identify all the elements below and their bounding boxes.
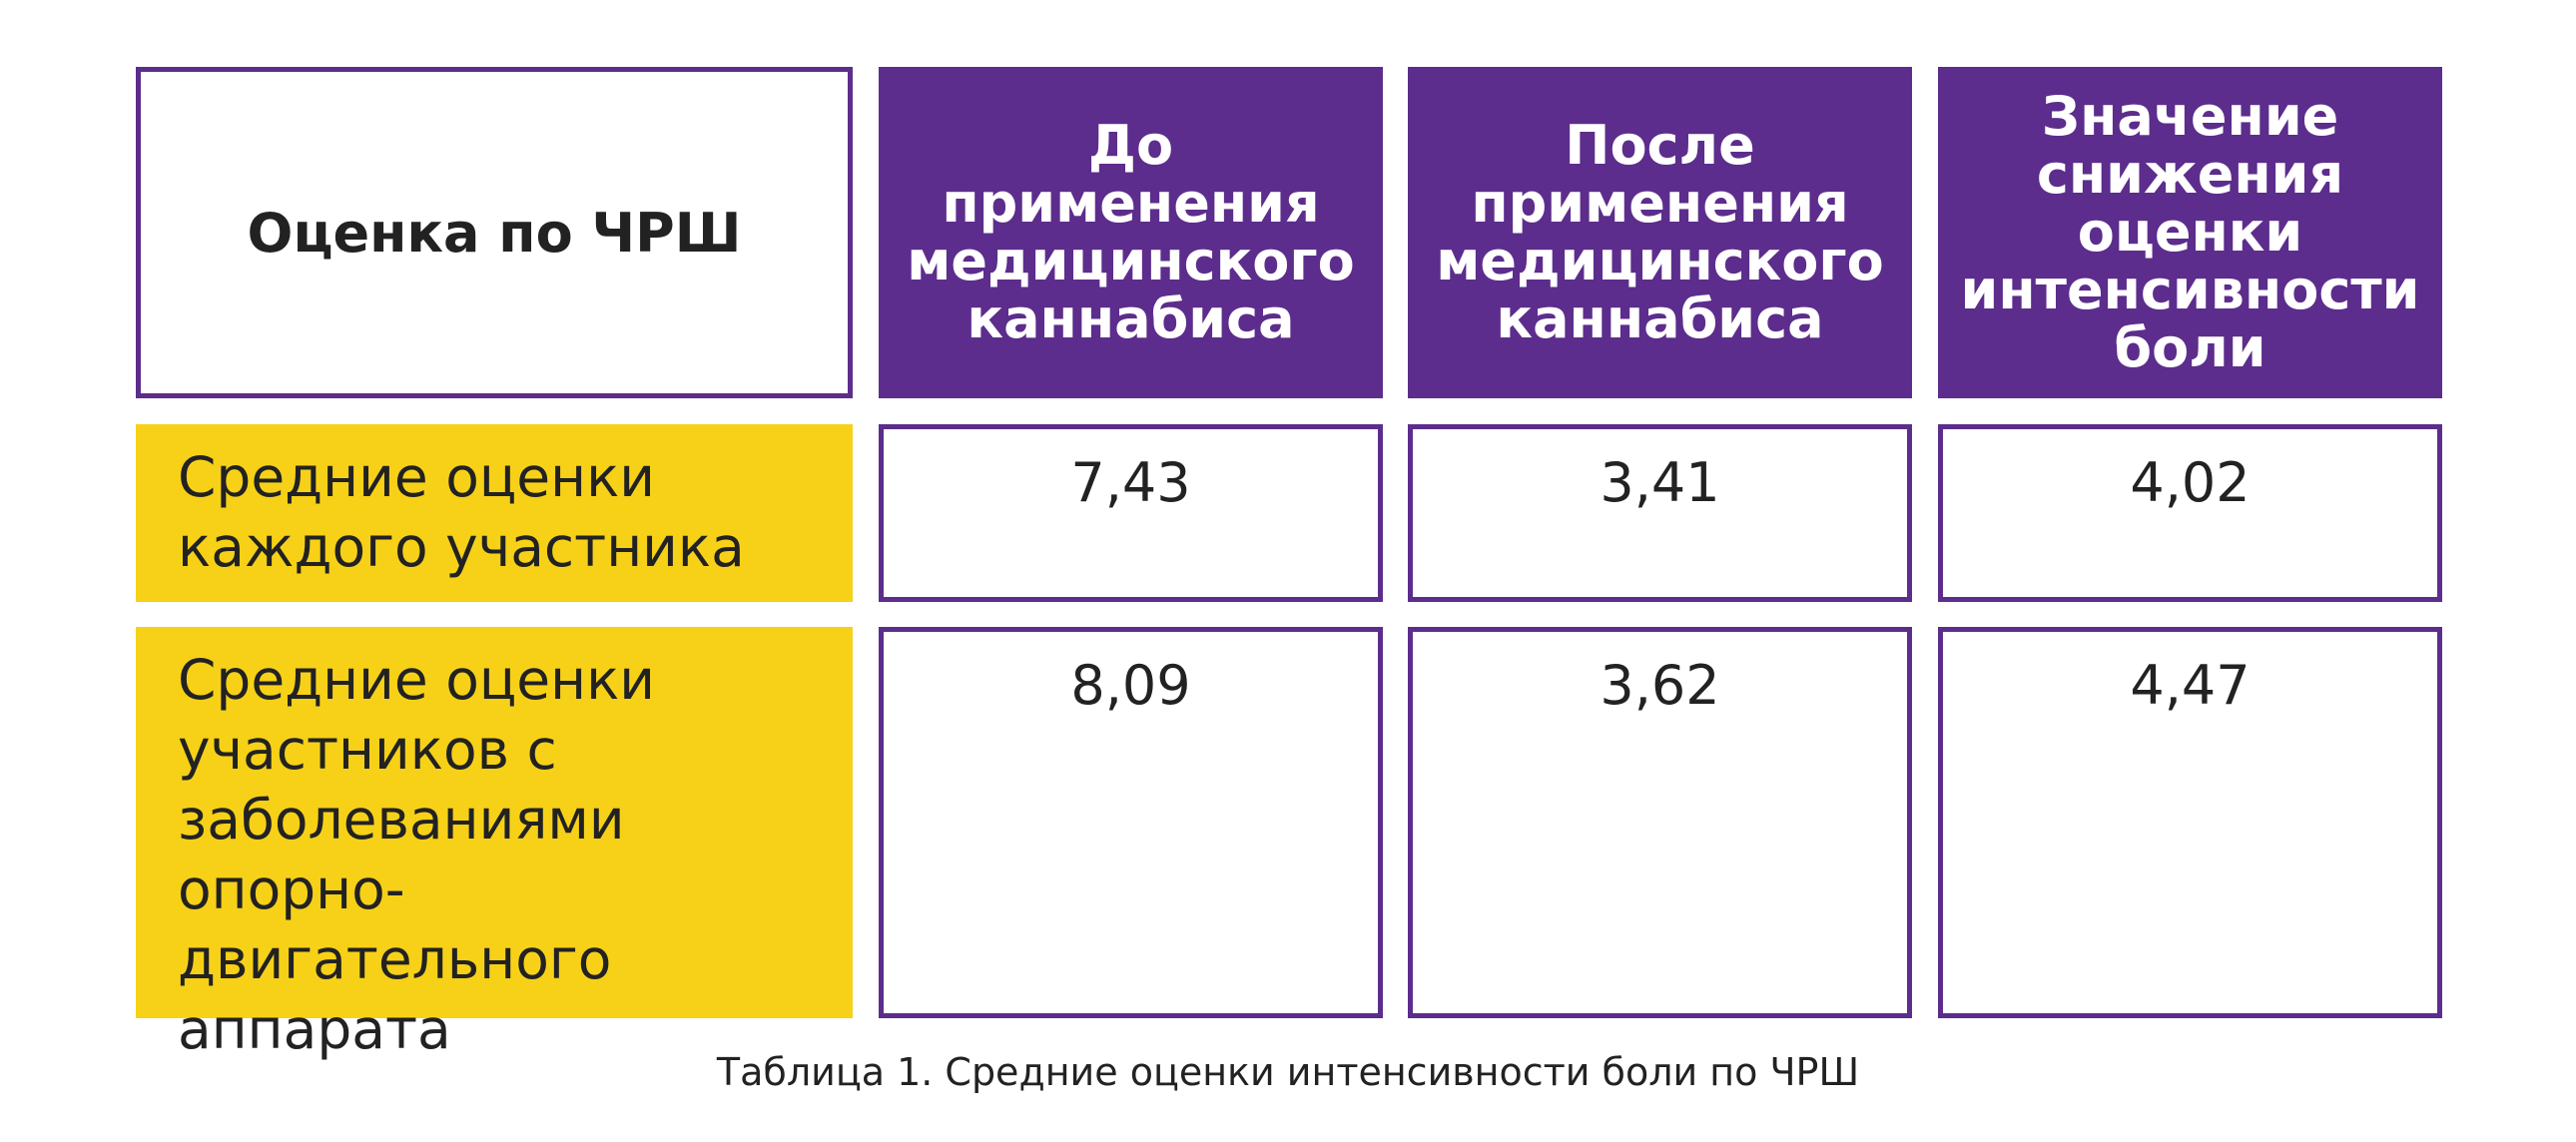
table-caption: Таблица 1. Средние оценки интенсивности …: [716, 1050, 1860, 1094]
value-after: 3,62: [1600, 654, 1720, 717]
table-cell: 7,43: [879, 424, 1383, 602]
row-label-text: Средние оценки каждого участника: [178, 445, 745, 579]
header-after-label: После применения медицинского каннабиса: [1436, 114, 1884, 350]
header-reduction-label: Значение снижения оценки интенсивности б…: [1960, 85, 2420, 379]
row-label-musculoskeletal: Средние оценки участников с заболеваниям…: [136, 627, 853, 1061]
table-cell: 8,09: [879, 627, 1383, 1018]
table-cell: 3,62: [1408, 627, 1912, 1018]
table-cell: 3,41: [1408, 424, 1912, 602]
table-cell: 4,47: [1938, 627, 2442, 1018]
value-before: 7,43: [1070, 451, 1191, 514]
header-cell-after: После применения медицинского каннабиса: [1408, 67, 1912, 398]
header-before-label: До применения медицинского каннабиса: [907, 114, 1355, 350]
table-cell: 4,02: [1938, 424, 2442, 602]
row-label-text: Средние оценки участников с заболеваниям…: [178, 648, 656, 1061]
value-after: 3,41: [1600, 451, 1720, 514]
value-reduction: 4,02: [2130, 451, 2251, 514]
header-score-label: Оценка по ЧРШ: [247, 201, 742, 265]
header-cell-before: До применения медицинского каннабиса: [879, 67, 1383, 398]
header-cell-reduction: Значение снижения оценки интенсивности б…: [1938, 67, 2442, 398]
row-label-all-participants: Средние оценки каждого участника: [136, 424, 853, 602]
value-reduction: 4,47: [2130, 654, 2251, 717]
value-before: 8,09: [1070, 654, 1191, 717]
header-cell-score: Оценка по ЧРШ: [136, 67, 853, 398]
